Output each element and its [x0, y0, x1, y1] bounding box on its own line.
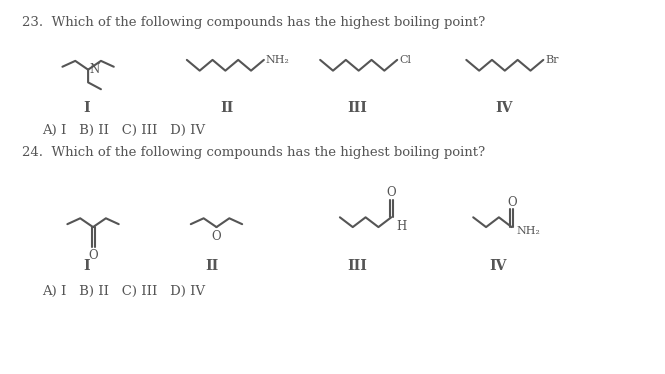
Text: O: O	[211, 230, 221, 243]
Text: IV: IV	[495, 101, 513, 115]
Text: III: III	[348, 259, 368, 273]
Text: NH₂: NH₂	[266, 55, 290, 65]
Text: Cl: Cl	[399, 55, 411, 65]
Text: H: H	[396, 220, 406, 233]
Text: II: II	[221, 101, 234, 115]
Text: A) I   B) II   C) III   D) IV: A) I B) II C) III D) IV	[42, 125, 205, 137]
Text: O: O	[386, 186, 396, 199]
Text: I: I	[83, 101, 89, 115]
Text: II: II	[205, 259, 218, 273]
Text: A) I   B) II   C) III   D) IV: A) I B) II C) III D) IV	[42, 285, 205, 298]
Text: IV: IV	[489, 259, 507, 273]
Text: 23.  Which of the following compounds has the highest boiling point?: 23. Which of the following compounds has…	[22, 16, 485, 29]
Text: III: III	[348, 101, 368, 115]
Text: O: O	[507, 196, 517, 209]
Text: Br: Br	[545, 55, 559, 65]
Text: I: I	[83, 259, 89, 273]
Text: NH₂: NH₂	[517, 226, 541, 236]
Text: 24.  Which of the following compounds has the highest boiling point?: 24. Which of the following compounds has…	[22, 146, 485, 159]
Text: N: N	[89, 63, 99, 76]
Text: O: O	[88, 249, 98, 262]
